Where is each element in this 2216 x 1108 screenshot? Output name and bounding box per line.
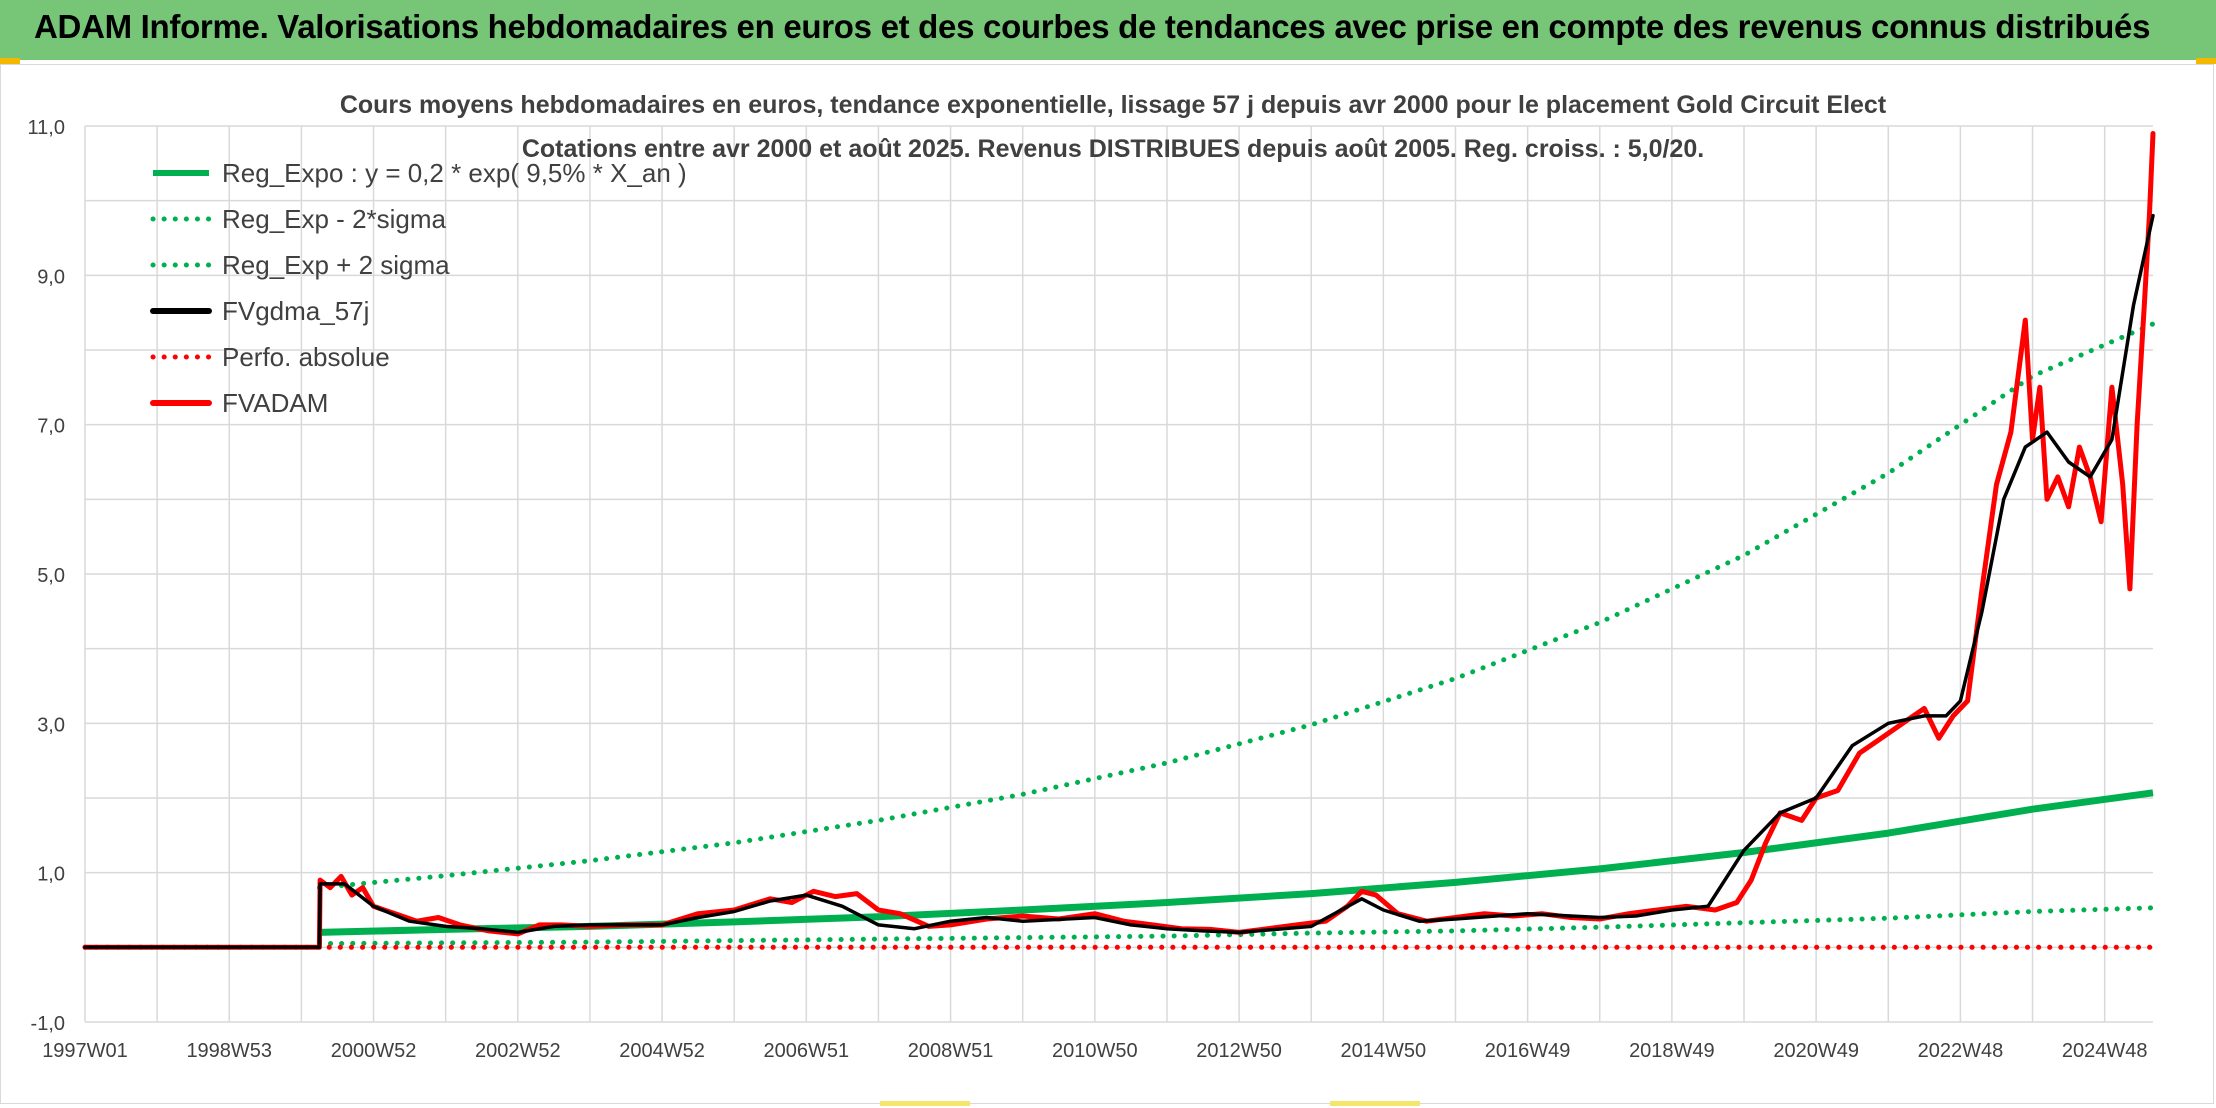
- axes: -1,0 1,0 3,0 5,0 7,0 9,0 11,0 1997W01 1998W53 200…: [28, 117, 2148, 1062]
- x-tick-label: 2004W52: [619, 1040, 705, 1062]
- x-tick-label: 2002W52: [475, 1040, 561, 1062]
- bottom-marker: [880, 1101, 970, 1106]
- x-tick-label: 1997W01: [42, 1040, 128, 1062]
- y-tick-label: 1,0: [37, 864, 65, 886]
- x-tick-label: 2000W52: [331, 1040, 417, 1062]
- x-tick-label: 2022W48: [1918, 1040, 2004, 1062]
- y-tick-label: 3,0: [37, 714, 65, 736]
- y-tick-label: 7,0: [37, 416, 65, 438]
- chart-svg: -1,0 1,0 3,0 5,0 7,0 9,0 11,0 1997W01 1998W53 200…: [28, 91, 2156, 1062]
- x-tick-label: 2024W48: [2062, 1040, 2148, 1062]
- series: [82, 131, 2156, 950]
- grid: [84, 125, 2153, 1023]
- legend-label: Reg_Exp + 2 sigma: [222, 250, 450, 280]
- legend-label: FVgdma_57j: [222, 296, 369, 326]
- legend-label: Perfo. absolue: [222, 342, 390, 372]
- legend-label: Reg_Exp - 2*sigma: [222, 204, 447, 234]
- corner-marker-left: [0, 58, 20, 64]
- chart-title: Cours moyens hebdomadaires en euros, ten…: [340, 91, 1887, 119]
- y-tick-label: -1,0: [31, 1013, 65, 1035]
- legend: Reg_Expo : y = 0,2 * exp( 9,5% * X_an ) R…: [150, 158, 687, 418]
- x-tick-label: 2014W50: [1341, 1040, 1427, 1062]
- x-tick-label: 1998W53: [186, 1040, 272, 1062]
- header-band: ADAM Informe. Valorisations hebdomadaire…: [0, 0, 2216, 60]
- series-line: [83, 213, 2155, 950]
- legend-label: FVADAM: [222, 388, 328, 418]
- series-line: [316, 321, 2156, 891]
- x-tick-label: 2020W49: [1773, 1040, 1859, 1062]
- x-tick-label: 2018W49: [1629, 1040, 1715, 1062]
- series-line: [319, 789, 2154, 936]
- y-tick-label: 11,0: [28, 117, 65, 139]
- y-tick-label: 5,0: [37, 565, 65, 587]
- x-tick-label: 2012W50: [1196, 1040, 1282, 1062]
- chart-subtitle: Cotations entre avr 2000 et août 2025. R…: [522, 135, 1704, 163]
- y-tick-label: 9,0: [37, 266, 65, 288]
- x-tick-label: 2016W49: [1485, 1040, 1571, 1062]
- corner-marker-right: [2196, 58, 2216, 64]
- legend-label: Reg_Expo : y = 0,2 * exp( 9,5% * X_an ): [222, 158, 687, 188]
- x-tick-label: 2006W51: [763, 1040, 849, 1062]
- chart-area: -1,0 1,0 3,0 5,0 7,0 9,0 11,0 1997W01 1998W53 200…: [0, 64, 2214, 1104]
- bottom-marker: [1330, 1101, 1420, 1106]
- x-tick-label: 2010W50: [1052, 1040, 1138, 1062]
- x-tick-label: 2008W51: [908, 1040, 994, 1062]
- page-title: ADAM Informe. Valorisations hebdomadaire…: [34, 8, 2151, 45]
